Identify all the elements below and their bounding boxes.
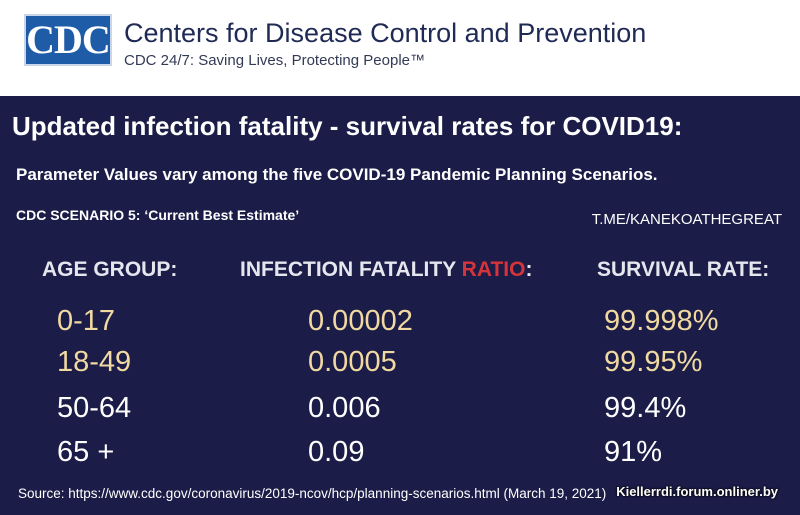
survival-rate-cell: 91% [604,436,663,468]
fatality-ratio-cell: 0.00002 [308,305,413,337]
cdc-header: CDC Centers for Disease Control and Prev… [0,0,800,96]
organization-tagline: CDC 24/7: Saving Lives, Protecting Peopl… [124,52,425,69]
ifr-header-highlight: RATIO [461,258,526,281]
scenario-label: CDC SCENARIO 5: ‘Current Best Estimate’ [16,207,300,223]
page-subtitle: Parameter Values vary among the five COV… [16,165,658,184]
ifr-header-suffix: : [525,258,533,281]
column-header-infection-fatality-ratio: INFECTION FATALITY RATIO: [240,258,532,282]
source-citation: Source: https://www.cdc.gov/coronavirus/… [18,486,607,501]
page-title: Updated infection fatality - survival ra… [12,111,683,141]
survival-rate-cell: 99.4% [604,392,687,424]
age-group-cell: 65 + [57,436,115,468]
fatality-ratio-cell: 0.006 [308,392,381,424]
ifr-header-prefix: INFECTION FATALITY [240,258,462,281]
organization-name: Centers for Disease Control and Preventi… [124,18,647,48]
column-header-survival-rate: SURVIVAL RATE: [597,258,770,281]
age-group-cell: 18-49 [57,346,132,378]
fatality-ratio-cell: 0.0005 [308,346,397,378]
fatality-ratio-cell: 0.09 [308,436,365,468]
survival-rate-cell: 99.998% [604,305,719,337]
forum-watermark: Kiellerrdi.forum.onliner.by [616,484,778,499]
age-group-cell: 0-17 [57,305,116,337]
column-header-age-group: AGE GROUP: [42,258,178,281]
age-group-cell: 50-64 [57,392,132,424]
cdc-logo: CDC [24,14,112,66]
telegram-credit: T.ME/KANEKOATHEGREAT [591,211,782,228]
logo-text: CDC [26,17,111,62]
survival-rate-cell: 99.95% [604,346,703,378]
